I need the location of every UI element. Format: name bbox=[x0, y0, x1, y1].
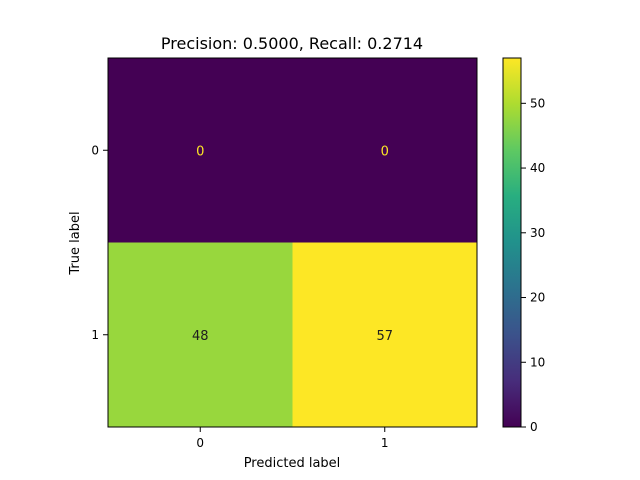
heatmap-cell-0-0 bbox=[108, 58, 293, 243]
x-axis-label: Predicted label bbox=[244, 456, 341, 471]
heatmap-cells bbox=[108, 58, 477, 427]
y-axis-label: True label bbox=[68, 211, 83, 275]
colorbar-tick-label: 10 bbox=[530, 355, 545, 369]
y-tick-label: 0 bbox=[91, 143, 99, 157]
x-tick-label: 1 bbox=[381, 436, 389, 450]
cell-value-1-1: 57 bbox=[376, 329, 393, 344]
colorbar-tick-label: 0 bbox=[530, 420, 538, 434]
colorbar-tick-label: 30 bbox=[530, 226, 545, 240]
heatmap-cell-0-1 bbox=[292, 58, 477, 243]
y-axis-ticks: 01 bbox=[91, 143, 108, 342]
colorbar-tick-label: 20 bbox=[530, 291, 545, 305]
cell-value-0-0: 0 bbox=[196, 144, 204, 159]
cell-value-0-1: 0 bbox=[381, 144, 389, 159]
heatmap-frame bbox=[107, 57, 478, 428]
cell-value-1-0: 48 bbox=[192, 329, 209, 344]
y-tick-label: 1 bbox=[91, 328, 99, 342]
x-tick-label: 0 bbox=[196, 436, 204, 450]
colorbar-tick-label: 50 bbox=[530, 96, 545, 110]
colorbar-tick-label: 40 bbox=[530, 161, 545, 175]
chart-title: Precision: 0.5000, Recall: 0.2714 bbox=[161, 34, 423, 53]
heatmap-cell-1-0 bbox=[108, 242, 293, 427]
heatmap-cell-1-1 bbox=[292, 242, 477, 427]
colorbar-ticks: 0 10 20 30 40 50 bbox=[521, 96, 545, 434]
heatmap-cell-labels: 0 0 48 57 bbox=[192, 144, 393, 344]
colorbar bbox=[502, 57, 522, 428]
